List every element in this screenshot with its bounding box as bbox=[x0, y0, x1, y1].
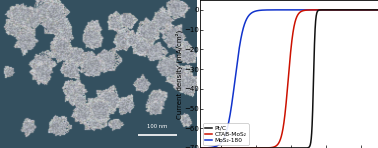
Legend: Pt/C, CTAB-MoS₂, MoS₂-180: Pt/C, CTAB-MoS₂, MoS₂-180 bbox=[203, 123, 249, 145]
MoS₂-180 bbox=[374, 9, 378, 11]
MoS₂-180 bbox=[286, 9, 291, 11]
Pt/C bbox=[198, 147, 203, 148]
MoS₂-180 bbox=[341, 9, 345, 11]
CTAB-MoS₂ bbox=[198, 147, 203, 148]
Line: MoS₂-180: MoS₂-180 bbox=[200, 10, 378, 148]
MoS₂-180 bbox=[281, 9, 286, 11]
Pt/C bbox=[281, 147, 286, 148]
CTAB-MoS₂ bbox=[374, 9, 378, 11]
Line: Pt/C: Pt/C bbox=[200, 10, 378, 148]
MoS₂-180 bbox=[207, 147, 212, 148]
Pt/C bbox=[207, 147, 212, 148]
Pt/C bbox=[341, 9, 345, 11]
MoS₂-180 bbox=[198, 147, 203, 148]
Pt/C bbox=[286, 147, 291, 148]
MoS₂-180 bbox=[374, 9, 378, 11]
Pt/C bbox=[374, 9, 378, 11]
CTAB-MoS₂ bbox=[207, 147, 212, 148]
CTAB-MoS₂ bbox=[281, 124, 286, 126]
CTAB-MoS₂ bbox=[286, 77, 291, 78]
CTAB-MoS₂ bbox=[341, 9, 345, 11]
CTAB-MoS₂ bbox=[374, 9, 378, 11]
Pt/C bbox=[374, 9, 378, 11]
Line: CTAB-MoS₂: CTAB-MoS₂ bbox=[200, 10, 378, 148]
Text: 100 nm: 100 nm bbox=[147, 124, 167, 130]
Y-axis label: Current density (mA/cm²): Current density (mA/cm²) bbox=[175, 29, 183, 119]
